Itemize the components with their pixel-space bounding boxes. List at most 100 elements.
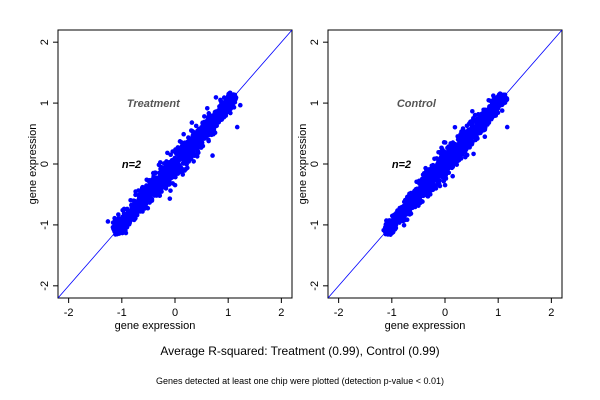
data-point [163, 171, 169, 176]
data-point [417, 193, 422, 198]
data-point [180, 167, 186, 172]
data-point [442, 182, 448, 188]
x-tick-label: 1 [225, 307, 231, 319]
data-point [180, 172, 186, 177]
data-point [204, 105, 210, 111]
data-point [403, 201, 409, 206]
data-point [407, 201, 413, 207]
data-point [121, 207, 126, 213]
y-tick-label: 0 [39, 161, 51, 167]
data-point [491, 110, 496, 115]
data-point [202, 126, 207, 132]
data-point [446, 161, 451, 166]
data-point [172, 182, 178, 188]
data-point [188, 144, 194, 150]
data-point [489, 116, 494, 122]
data-point [443, 151, 449, 156]
data-point [422, 177, 428, 183]
data-point [191, 159, 196, 164]
data-point [458, 156, 464, 161]
data-point [220, 115, 226, 120]
data-point [142, 194, 148, 200]
data-point [452, 144, 458, 149]
data-point [148, 194, 153, 199]
y-tick-label: 0 [309, 161, 321, 167]
group-label: Control [397, 98, 437, 110]
data-point [438, 168, 444, 174]
data-point [425, 194, 431, 199]
data-point [447, 155, 452, 161]
data-point [394, 218, 399, 224]
data-point [112, 215, 117, 221]
data-point [499, 108, 505, 113]
data-point [460, 142, 466, 147]
data-point [472, 134, 477, 140]
data-point [185, 139, 191, 145]
data-point [451, 153, 457, 159]
data-point [467, 134, 473, 139]
data-point [176, 167, 182, 172]
data-point [185, 144, 190, 150]
data-point [469, 125, 475, 130]
data-point [401, 223, 407, 228]
data-point [221, 95, 227, 100]
group-label: Treatment [127, 98, 181, 110]
data-point [226, 96, 232, 102]
data-point [188, 128, 194, 133]
data-point [387, 226, 393, 232]
data-point [415, 197, 420, 203]
data-point [439, 163, 445, 168]
x-tick-label: 1 [495, 307, 501, 319]
data-point [456, 145, 462, 150]
data-point [470, 108, 475, 114]
data-point [182, 156, 187, 161]
data-point [492, 106, 497, 111]
y-tick-label: -2 [309, 281, 321, 291]
data-point [165, 181, 171, 187]
data-point [187, 153, 193, 159]
data-point [432, 156, 437, 162]
data-point [434, 168, 440, 173]
x-tick-label: 2 [548, 307, 554, 319]
data-point [165, 150, 170, 156]
data-point [407, 209, 413, 214]
y-tick-label: -1 [39, 220, 51, 230]
data-point [176, 162, 182, 168]
x-tick-label: 0 [442, 307, 448, 319]
data-point [450, 173, 455, 179]
data-point [138, 196, 144, 202]
data-point [206, 111, 212, 116]
data-point [496, 99, 501, 105]
x-tick-label: -2 [334, 307, 344, 319]
data-point [441, 178, 447, 184]
data-point [428, 179, 434, 184]
data-point [238, 102, 243, 108]
data-point [430, 164, 435, 169]
data-point [130, 216, 136, 221]
x-tick-label: -1 [117, 307, 127, 319]
x-tick-label: -1 [387, 307, 397, 319]
data-point [140, 184, 145, 190]
data-point [429, 168, 435, 173]
data-point [148, 186, 154, 191]
data-point [499, 92, 505, 98]
data-point [420, 190, 425, 196]
data-point [471, 151, 476, 157]
data-point [172, 155, 178, 161]
data-point [145, 205, 151, 211]
y-tick-label: 1 [309, 100, 321, 106]
data-point [173, 160, 178, 165]
data-point [450, 140, 456, 145]
y-axis-label: gene expression [27, 124, 39, 205]
y-tick-label: -1 [309, 220, 321, 230]
data-point [127, 212, 133, 218]
data-point [157, 177, 162, 183]
data-point [161, 177, 167, 183]
data-point [158, 164, 164, 170]
data-point [197, 143, 202, 148]
data-point [138, 191, 144, 196]
sample-count-label: n=2 [392, 159, 411, 171]
data-point [220, 109, 226, 115]
data-point [167, 196, 173, 201]
data-point [117, 222, 123, 228]
